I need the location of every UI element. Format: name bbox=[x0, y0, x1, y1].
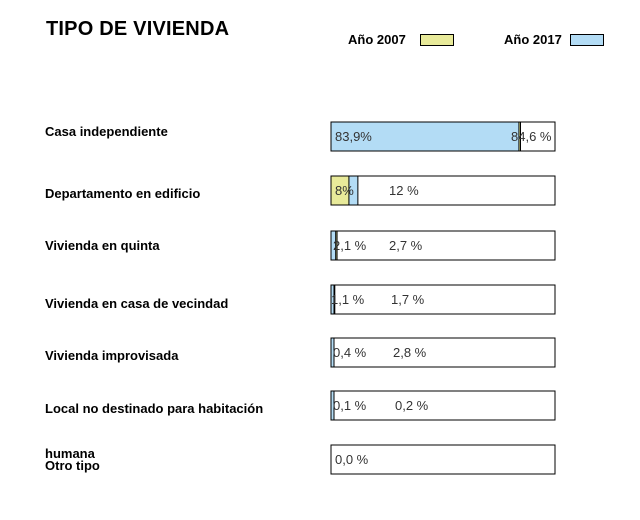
data-label-2007: 1,7 % bbox=[391, 292, 425, 307]
legend-swatch-2017 bbox=[570, 34, 604, 46]
category-label-quinta: Vivienda en quinta bbox=[45, 238, 160, 253]
category-label-otro-tipo: humana Otro tipo bbox=[45, 446, 100, 473]
data-label-2017: 1,1 % bbox=[331, 292, 365, 307]
data-label-2017: 2,1 % bbox=[333, 238, 367, 253]
category-label-casa-vecindad: Vivienda en casa de vecindad bbox=[45, 296, 229, 311]
bar-2017 bbox=[330, 390, 335, 421]
bar-frame bbox=[330, 230, 556, 261]
bar-2017 bbox=[330, 337, 335, 368]
category-label-local-no-destinado: Local no destinado para habitación bbox=[45, 401, 264, 416]
category-label-casa-independiente: Casa independiente bbox=[45, 124, 168, 139]
data-label-2007: 2,7 % bbox=[389, 238, 423, 253]
bar-frame bbox=[330, 337, 556, 368]
bar-2017 bbox=[330, 284, 335, 315]
bar-2007 bbox=[330, 175, 350, 206]
bar-frame bbox=[330, 175, 556, 206]
data-label-2017: 12 % bbox=[389, 183, 419, 198]
category-label-departamento: Departamento en edificio bbox=[45, 186, 201, 201]
data-label-2007: 8% bbox=[335, 183, 354, 198]
legend-label-2017: Año 2017 bbox=[504, 32, 562, 47]
bar-2017 bbox=[330, 121, 520, 152]
data-label-2017: 83,9% bbox=[335, 129, 372, 144]
data-label-2017: 0,2 % bbox=[395, 398, 429, 413]
data-label-2007: 0,1 % bbox=[333, 398, 367, 413]
data-label-2017: 2,8 % bbox=[393, 345, 427, 360]
data-label-2007: 84,6 % bbox=[511, 129, 552, 144]
bar-2017 bbox=[330, 230, 337, 261]
bar-frame bbox=[330, 444, 556, 475]
bar-frame bbox=[330, 284, 556, 315]
data-label-2017: 0,0 % bbox=[335, 452, 369, 467]
legend-label-2007: Año 2007 bbox=[348, 32, 406, 47]
chart-title: TIPO DE VIVIENDA bbox=[46, 18, 230, 40]
data-label-2007: 0,4 % bbox=[333, 345, 367, 360]
legend-swatch-2007 bbox=[420, 34, 454, 46]
category-label-improvisada: Vivienda improvisada bbox=[45, 348, 179, 363]
